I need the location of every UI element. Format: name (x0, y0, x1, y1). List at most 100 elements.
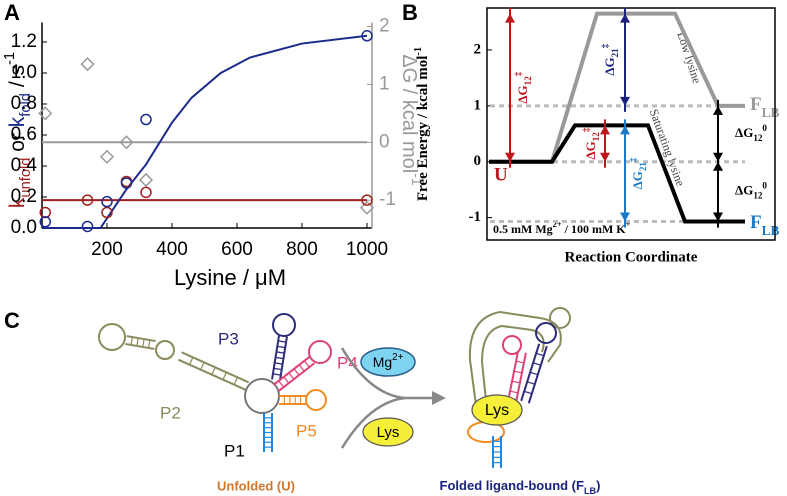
arrow-label: ΔG12‡ (581, 127, 601, 159)
frame (486, 7, 776, 241)
base-pair (233, 377, 239, 385)
base-pair (274, 362, 283, 365)
base-pair (273, 367, 282, 371)
x-tick-label: 1000 (346, 239, 388, 260)
ligand-label: Lys (485, 402, 509, 419)
loop (549, 307, 571, 329)
energy-path (489, 123, 745, 224)
ligand-label: Lys (377, 424, 400, 441)
base-pair (283, 376, 290, 384)
text-part: ΔG (735, 183, 753, 198)
strand (277, 362, 316, 392)
text-part: ‡ (600, 43, 610, 48)
arrowhead (505, 152, 515, 162)
y-tick-label: 0 (474, 153, 482, 169)
fit-line (42, 34, 368, 229)
ligand (471, 394, 523, 426)
loop (535, 322, 557, 344)
text-part: 2+ (392, 352, 403, 363)
text-part: LB (762, 223, 780, 238)
text-part: ΔG (583, 141, 598, 159)
panel-label: C (4, 308, 20, 333)
text-part: fold (18, 93, 34, 117)
strand (272, 356, 311, 386)
folded-strand (468, 310, 562, 421)
y-tick-label: 0.8 (11, 93, 37, 114)
panel-label: A (4, 0, 20, 25)
y2-tick-label: 2 (379, 16, 390, 37)
text-part: or (6, 127, 29, 157)
base-pair (278, 380, 285, 388)
base-pair (536, 352, 544, 357)
folded-strand (480, 324, 545, 421)
text-part: + (626, 220, 631, 229)
point (99, 149, 115, 164)
caption: Folded ligand-bound (FLB) (440, 478, 601, 496)
arrowhead (713, 161, 723, 171)
text-part: -1 (409, 173, 425, 186)
x-axis-label: Reaction Coordinate (565, 249, 698, 265)
base-pair (511, 380, 521, 384)
text-part: ‡ (628, 157, 638, 162)
arrowhead (713, 105, 723, 115)
y2-axis-label: ΔG / kcal mol-1 (398, 54, 426, 186)
arrowhead (620, 13, 630, 23)
y-tick-label: 0.2 (11, 186, 37, 207)
base-pair (509, 390, 519, 394)
base-pair (275, 356, 284, 360)
text-part: 12 (523, 76, 533, 86)
x-axis-label: Lysine / μM (174, 265, 286, 290)
base-pair (524, 390, 532, 395)
base-pair (293, 368, 300, 376)
text-part: Folded ligand-bound (F (440, 478, 584, 493)
y-tick-label: 0.4 (11, 155, 38, 176)
point (138, 172, 154, 188)
point (120, 177, 133, 189)
text-part: 2+ (553, 220, 562, 229)
point (140, 186, 152, 199)
text-part: Free Energy / kcal mol (415, 56, 431, 202)
x-tick-label: 400 (156, 239, 188, 260)
y-tick-label: 2 (474, 41, 482, 57)
y-tick-label: -1 (469, 209, 482, 225)
text-part: 21 (638, 162, 648, 172)
point (361, 30, 373, 42)
point (80, 57, 95, 72)
text-part: F (750, 94, 762, 115)
helix-label: P5 (296, 421, 317, 440)
strand (514, 352, 527, 403)
text-part: 0.5 mM Mg (493, 222, 553, 236)
y-tick-label: 1.2 (11, 31, 37, 52)
base-pair (200, 362, 205, 370)
text-part: ΔG (630, 171, 645, 189)
text-part: 0 (762, 123, 767, 133)
state-label: U (494, 164, 508, 185)
base-pair (272, 373, 281, 376)
text-part: -1 (2, 52, 18, 65)
base-pair (276, 351, 285, 354)
point (101, 195, 113, 208)
text-part: ΔG / kcal mol (398, 54, 420, 173)
strand (125, 342, 155, 350)
arrowhead (432, 391, 446, 405)
text-part: unfold (18, 158, 34, 198)
text-part: ) (596, 478, 600, 493)
base-pair (136, 337, 139, 347)
helix-label: P2 (160, 403, 181, 422)
arrowhead (620, 125, 630, 135)
arrow-label: ΔG21‡ (600, 43, 620, 75)
text-part: ΔG (735, 125, 753, 140)
loop (308, 340, 332, 364)
text-part: ΔG (515, 85, 530, 103)
x-tick-label: 600 (221, 239, 253, 260)
text-part: -1 (413, 47, 424, 56)
arrowhead (620, 212, 630, 222)
base-pair (515, 360, 525, 364)
base-pair (298, 364, 305, 372)
text-part: LB (584, 486, 597, 496)
base-pair (130, 336, 134, 346)
y-tick-label: 1 (474, 97, 482, 113)
diagram: P1 P2 P3 P4 P5 Unfolded (U) Folded ligan… (160, 329, 600, 496)
